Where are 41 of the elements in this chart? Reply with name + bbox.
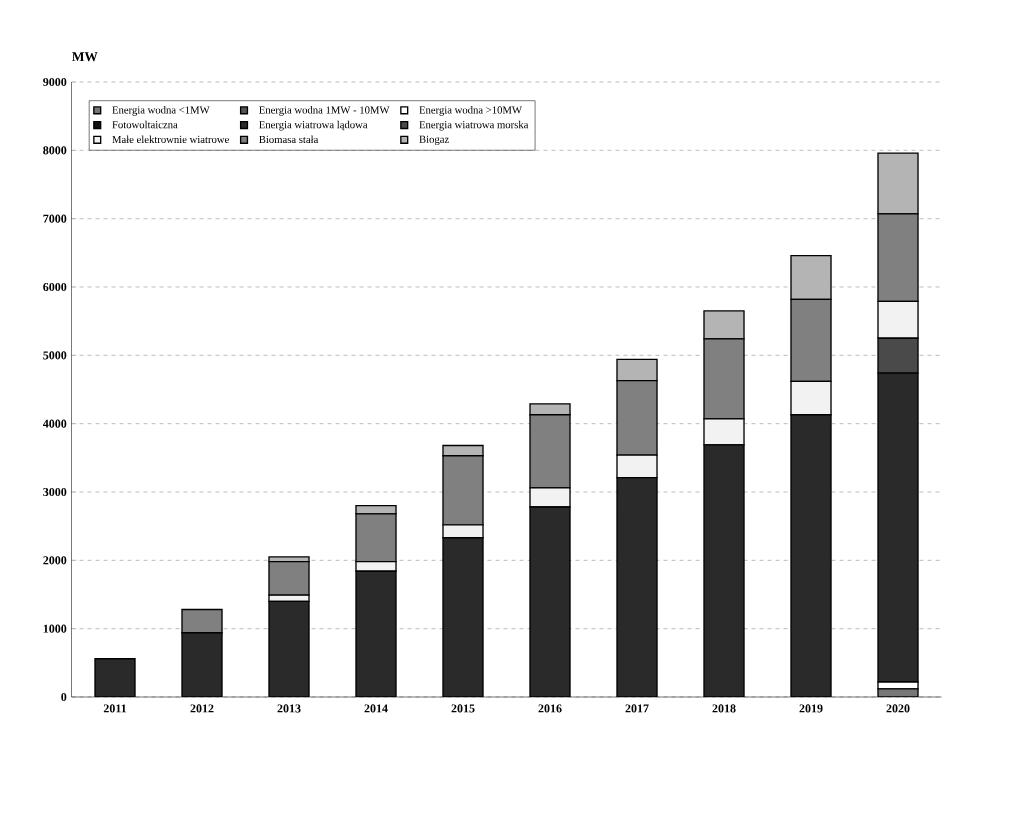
x-tick-label: 2019 bbox=[799, 704, 823, 713]
legend-label: Biogaz bbox=[419, 135, 449, 146]
bar bbox=[877, 372, 919, 683]
y-tick-label: 7000 bbox=[43, 214, 67, 223]
bar bbox=[790, 414, 832, 697]
x-tick-label: 2015 bbox=[451, 704, 475, 713]
y-tick-label: 9000 bbox=[43, 77, 67, 87]
bar bbox=[94, 658, 136, 697]
bar bbox=[181, 632, 223, 697]
legend-label: Fotowoltaiczna bbox=[112, 120, 178, 129]
y-tick-label: 4000 bbox=[42, 419, 67, 428]
y-tick-label: 3000 bbox=[43, 487, 67, 497]
y-tick-label: 1000 bbox=[43, 624, 67, 633]
y-tick-label: 2000 bbox=[43, 556, 67, 565]
y-tick-label: 0 bbox=[61, 692, 67, 702]
legend-label: Energia wiatrowa lądowa bbox=[259, 120, 368, 131]
legend-label: Energia wodna 1MW - 10MW bbox=[259, 106, 390, 116]
y-tick-label: 5000 bbox=[43, 351, 67, 360]
y-tick-label: 6000 bbox=[43, 282, 67, 292]
x-tick-label: 2013 bbox=[277, 704, 301, 713]
bar bbox=[442, 537, 484, 697]
x-tick-label: 2012 bbox=[190, 704, 214, 713]
legend-label: Małe elektrownie wiatrowe bbox=[112, 135, 229, 144]
bar bbox=[355, 570, 397, 697]
legend-label: Energia wodna <1MW bbox=[112, 106, 210, 116]
x-tick-label: 2014 bbox=[364, 704, 388, 713]
legend-label: Biomasa stała bbox=[259, 135, 319, 144]
bar bbox=[703, 444, 745, 697]
bar bbox=[616, 476, 658, 697]
legend-label: Energia wodna >10MW bbox=[419, 106, 522, 116]
legend-label: Energia wiatrowa morska bbox=[419, 120, 529, 131]
x-tick-label: 2017 bbox=[625, 704, 649, 713]
bar bbox=[268, 600, 310, 697]
x-tick-label: 2020 bbox=[886, 704, 910, 713]
bar bbox=[181, 608, 223, 634]
y-axis-title: MW bbox=[72, 52, 98, 62]
y-tick-label: 8000 bbox=[43, 146, 67, 155]
x-tick-label: 2011 bbox=[103, 704, 127, 713]
x-tick-label: 2016 bbox=[538, 704, 562, 713]
bar bbox=[529, 506, 571, 697]
x-tick-label: 2018 bbox=[712, 704, 736, 713]
